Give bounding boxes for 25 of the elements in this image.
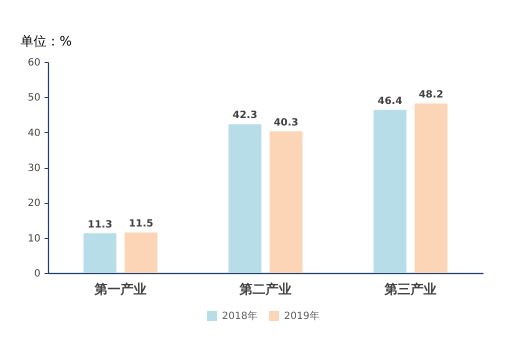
bar: [270, 131, 302, 273]
y-tick-label: 50: [28, 92, 40, 104]
data-label: 11.3: [88, 219, 112, 230]
legend-label: 2018年: [222, 310, 258, 322]
bar: [84, 233, 116, 273]
y-tick-label: 30: [28, 163, 40, 174]
bar: [124, 232, 158, 273]
data-label: 48.2: [418, 89, 444, 100]
y-tick-label: 20: [28, 198, 40, 210]
x-tick-label: 第三产业: [384, 282, 436, 298]
x-tick-label: 第一产业: [94, 282, 146, 298]
bar: [228, 124, 262, 273]
data-label: 46.4: [378, 96, 402, 107]
y-tick-label: 0: [34, 268, 40, 280]
y-tick-label: 10: [28, 233, 40, 244]
y-tick-label: 60: [28, 58, 40, 68]
legend-label: 2019年: [284, 310, 320, 322]
x-tick-label: 第二产业: [238, 282, 292, 298]
data-label: 40.3: [274, 117, 298, 128]
bar: [414, 103, 448, 273]
data-label: 42.3: [232, 110, 258, 122]
bar: [374, 110, 406, 273]
y-tick-label: 40: [28, 128, 40, 139]
data-label: 11.5: [128, 218, 154, 230]
y-axis-title: 单位：%: [20, 34, 72, 50]
